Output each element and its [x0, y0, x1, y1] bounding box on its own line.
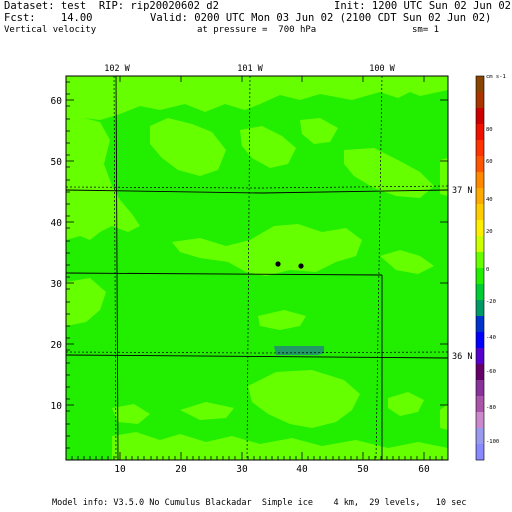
- y-tick-label: 20: [51, 340, 63, 351]
- y-tick-label: 60: [51, 96, 63, 107]
- colorbar-swatch: [476, 412, 484, 429]
- colorbar-units: cm s-1: [486, 74, 506, 80]
- colorbar-swatch: [476, 140, 484, 157]
- x-tick-label: 30: [236, 464, 248, 475]
- y-tick-label: 30: [51, 279, 63, 290]
- y-tick-label: 50: [51, 157, 63, 168]
- latitude-label: 37 N: [452, 186, 472, 196]
- colorbar-swatch: [476, 252, 484, 269]
- x-ticks-marks: [71, 76, 443, 460]
- colorbar-label: -80: [486, 405, 496, 411]
- colorbar-swatch: [476, 396, 484, 413]
- colorbar-swatch: [476, 220, 484, 237]
- colorbar-swatch: [476, 300, 484, 317]
- colorbar-swatch: [476, 204, 484, 221]
- colorbar-swatch: [476, 332, 484, 349]
- y-tick-label: 40: [51, 218, 63, 229]
- colorbar-label: 40: [486, 197, 493, 203]
- dataset-label: Dataset: test RIP: rip20020602 d2: [4, 0, 219, 12]
- colorbar-swatch: [476, 284, 484, 301]
- colorbar-swatch: [476, 380, 484, 397]
- lat-lon-grid: [66, 76, 448, 460]
- y-ticks-marks: [66, 81, 448, 449]
- forecast-hour-label: Fcst: 14.00: [4, 12, 93, 24]
- colorbar-label: 60: [486, 159, 493, 165]
- colorbar-swatch: [476, 108, 484, 125]
- colorbar-swatch: [476, 428, 484, 445]
- field-name-label: Vertical velocity: [4, 25, 97, 35]
- negative-velocity-region: [274, 346, 324, 355]
- colorbar-label: -20: [486, 299, 496, 305]
- y-tick-label: 10: [51, 401, 63, 412]
- colorbar-label: 0: [486, 267, 489, 273]
- colorbar-label: 80: [486, 127, 493, 133]
- positive-velocity-regions: [66, 76, 448, 460]
- latitude-label: 36 N: [452, 352, 472, 362]
- x-tick-label: 60: [418, 464, 430, 475]
- colorbar-swatch: [476, 268, 484, 285]
- pressure-level-label: at pressure = 700 hPa: [197, 25, 317, 35]
- longitude-label: 101 W: [237, 64, 263, 74]
- colorbar-swatch: [476, 444, 484, 461]
- x-tick-label: 20: [175, 464, 187, 475]
- model-info-footer: Model info: V3.5.0 No Cumulus Blackadar …: [52, 498, 467, 508]
- colorbar-swatch: [476, 76, 484, 93]
- state-boundaries: [66, 76, 448, 460]
- city-marker: [275, 261, 281, 267]
- colorbar-swatch: [476, 172, 484, 189]
- colorbar-swatch: [476, 92, 484, 109]
- colorbar-label: 20: [486, 229, 493, 235]
- colorbar-swatch: [476, 124, 484, 141]
- colorbar-swatch: [476, 156, 484, 173]
- longitude-label: 100 W: [369, 64, 395, 74]
- valid-time-label: Valid: 0200 UTC Mon 03 Jun 02 (2100 CDT …: [150, 12, 492, 24]
- colorbar-swatch: [476, 316, 484, 333]
- smoothing-label: sm= 1: [412, 25, 440, 35]
- longitude-label: 102 W: [104, 64, 130, 74]
- colorbar: cm s-1 80 60 40 20 0 -20 -40 -60 -80 -10…: [475, 74, 506, 461]
- x-tick-label: 50: [357, 464, 369, 475]
- init-time-label: Init: 1200 UTC Sun 02 Jun 02: [334, 0, 512, 12]
- colorbar-label: -40: [486, 335, 496, 341]
- colorbar-swatch: [476, 236, 484, 253]
- plot-frame: [65, 75, 449, 461]
- colorbar-swatch: [476, 364, 484, 381]
- x-tick-label: 10: [114, 464, 126, 475]
- city-marker: [298, 263, 304, 269]
- colorbar-swatch: [476, 348, 484, 365]
- colorbar-swatch: [476, 188, 484, 205]
- x-tick-label: 40: [296, 464, 308, 475]
- colorbar-label: -60: [486, 369, 496, 375]
- colorbar-label: -100: [486, 439, 499, 445]
